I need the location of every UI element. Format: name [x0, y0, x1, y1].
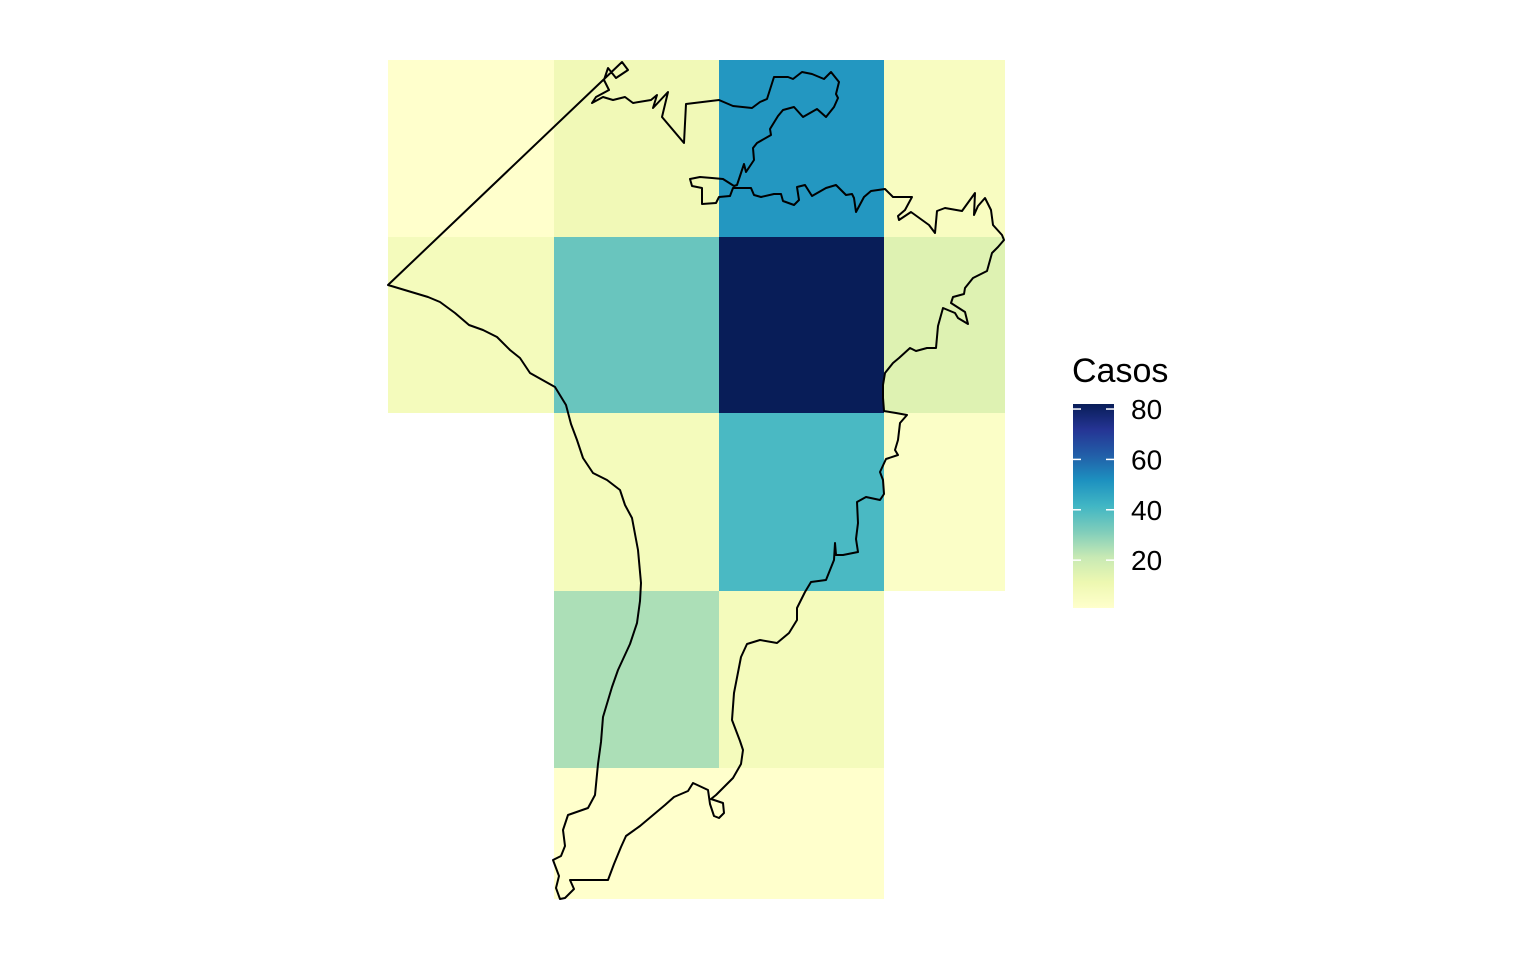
legend-colorbar: [1073, 404, 1114, 608]
legend-tick-label: 60: [1131, 444, 1162, 475]
heatmap-cell-r3-c2: [719, 591, 884, 768]
heatmap-cell-r1-c2: [719, 237, 884, 413]
heatmap-cell-r0-c1: [554, 60, 719, 237]
heatmap-cell-r0-c2: [719, 60, 884, 237]
legend-ticks: 20 40 60 80: [1073, 394, 1162, 576]
heatmap-cell-r2-c2: [719, 413, 884, 591]
heatmap-cell-r4-c1: [554, 768, 719, 899]
heatmap-cell-r1-c3: [884, 237, 1005, 413]
legend-tick-label: 80: [1131, 394, 1162, 425]
heatmap-cell-r2-c3: [884, 413, 1005, 591]
heatmap-cell-r1-c1: [554, 237, 719, 413]
region-outline: [387, 61, 1005, 900]
heatmap-cell-r3-c1: [554, 591, 719, 768]
grid-cells: [388, 60, 1005, 899]
heatmap-cell-r4-c2: [719, 768, 884, 899]
legend-title: Casos: [1072, 352, 1168, 390]
heatmap-cell-r0-c3: [884, 60, 1005, 237]
heatmap-cell-r0-c0: [388, 60, 554, 237]
legend: Casos 20 40 60 80: [1072, 352, 1168, 608]
heatmap-cell-r2-c1: [554, 413, 719, 591]
legend-tick-label: 40: [1131, 495, 1162, 526]
legend-tick-label: 20: [1131, 545, 1162, 576]
